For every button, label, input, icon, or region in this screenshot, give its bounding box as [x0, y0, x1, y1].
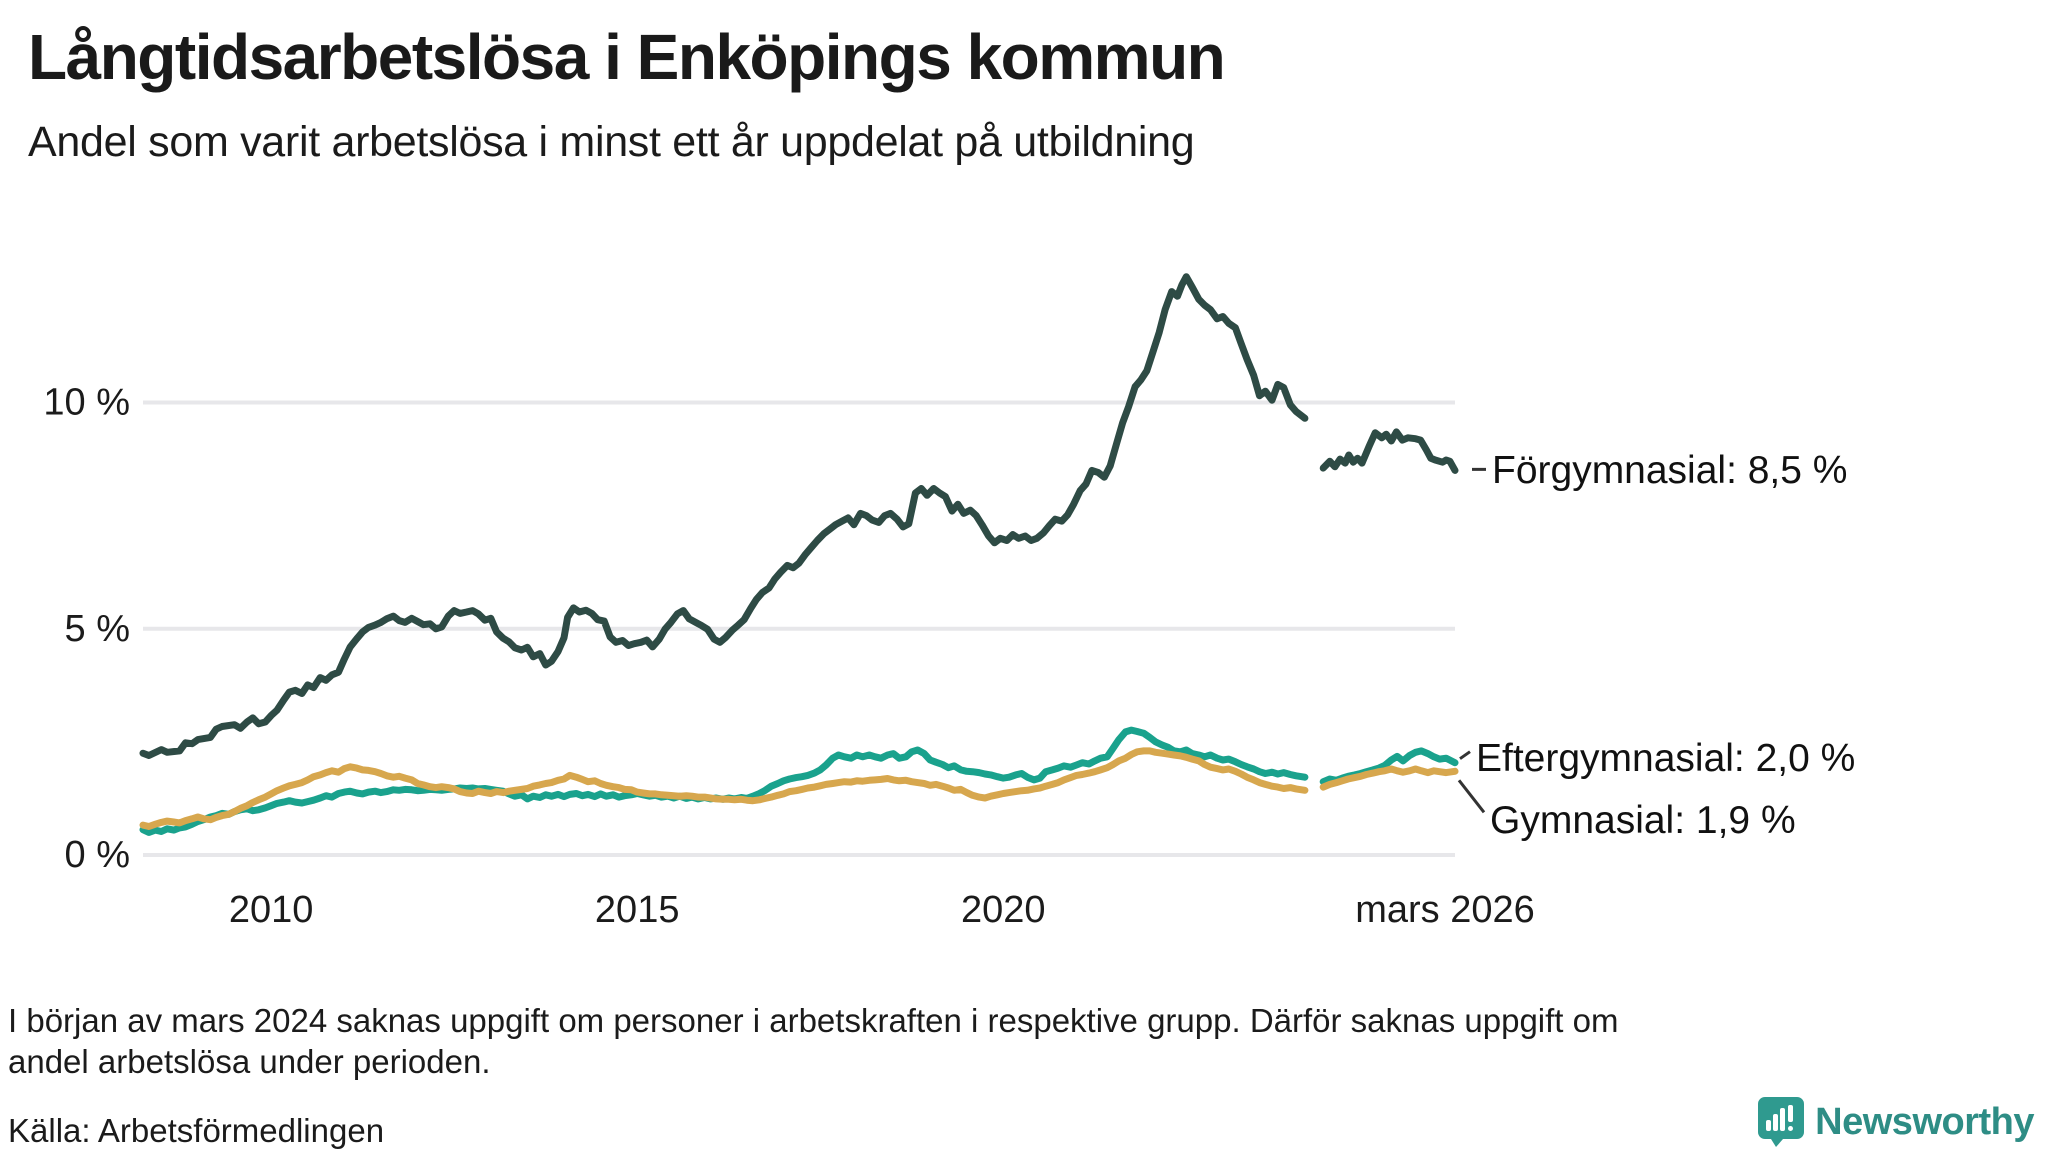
series-line-förgymnasial-after-gap — [1319, 428, 1459, 474]
label-leader-eftergymnasial — [1459, 750, 1471, 760]
x-axis-label-2020: 2020 — [961, 889, 1046, 931]
series-label-eftergymnasial: Eftergymnasial: 2,0 % — [1476, 737, 1855, 780]
y-axis-label-5: 5 % — [65, 608, 130, 650]
label-leader-gymnasial — [1457, 779, 1486, 814]
series-line-förgymnasial — [139, 273, 1309, 759]
series-line-gymnasial — [139, 747, 1309, 830]
page-subtitle: Andel som varit arbetslösa i minst ett å… — [28, 118, 1195, 166]
x-axis-label-mars-2026: mars 2026 — [1355, 889, 1535, 931]
series-label-förgymnasial: Förgymnasial: 8,5 % — [1492, 449, 1847, 492]
newsworthy-bubble-chart-icon — [1758, 1097, 1805, 1147]
series-line-eftergymnasial — [139, 726, 1309, 836]
source-label: Källa: Arbetsförmedlingen — [8, 1112, 385, 1149]
newsworthy-logo: Newsworthy — [1757, 1096, 2034, 1148]
y-axis-label-10: 10 % — [43, 382, 130, 424]
series-line-gymnasial-after-gap — [1319, 765, 1459, 791]
newsworthy-logo-text: Newsworthy — [1815, 1100, 2034, 1143]
chart-footnote-line1: I början av mars 2024 saknas uppgift om … — [8, 1002, 1619, 1039]
y-axis-label-0: 0 % — [65, 834, 130, 876]
x-axis-label-2010: 2010 — [229, 889, 314, 931]
series-label-gymnasial: Gymnasial: 1,9 % — [1490, 799, 1796, 842]
x-axis-label-2015: 2015 — [595, 889, 680, 931]
chart-footnote-line2: andel arbetslösa under perioden. — [8, 1043, 491, 1080]
page-title: Långtidsarbetslösa i Enköpings kommun — [28, 21, 1226, 93]
